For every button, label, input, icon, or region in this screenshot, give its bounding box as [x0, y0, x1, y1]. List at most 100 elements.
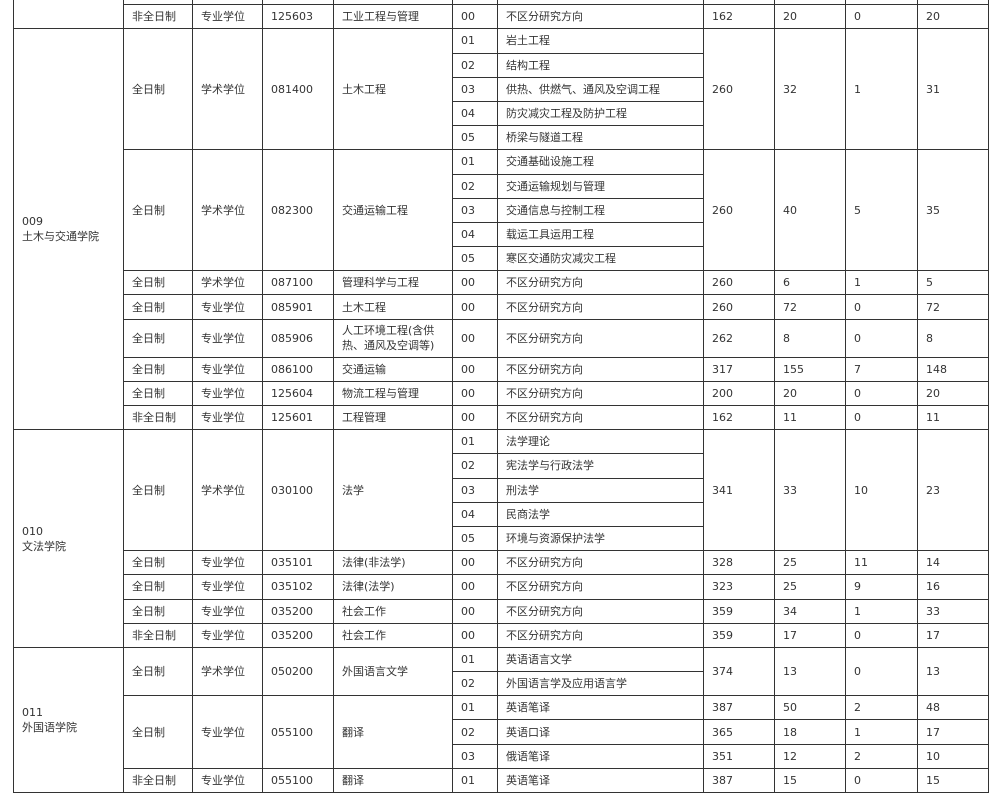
admissions-table: 非全日制 专业学位 125603 工业工程与管理 00 不区分研究方向 162 20 0 20 00…: [13, 0, 989, 794]
score-cell: 162: [703, 404, 775, 431]
major-name: 翻译: [333, 767, 453, 794]
direction-name: 交通运输规划与管理: [497, 173, 704, 199]
direction-name: 寒区交通防灾减灾工程: [497, 246, 704, 272]
exempt-cell: 9: [845, 574, 918, 600]
table-row: 02 宪法学与行政法学: [14, 453, 989, 479]
exempt-cell: 0: [845, 294, 918, 320]
plan-cell: 15: [774, 767, 846, 794]
direction-name: 不区分研究方向: [497, 318, 704, 358]
plan-cell: 40: [774, 149, 846, 272]
direction-code: 03: [452, 76, 498, 102]
exempt-cell: 5: [845, 149, 918, 272]
major-code: 035102: [262, 574, 334, 600]
degree-type: 专业学位: [192, 318, 263, 358]
direction-name: 交通信息与控制工程: [497, 197, 704, 223]
major-name: 土木工程: [333, 294, 453, 320]
exempt-cell: 0: [845, 318, 918, 358]
table-row: 02 结构工程: [14, 52, 989, 78]
table-row: 全日制 专业学位 055100 翻译 01 英语笔译 387 50 2 48: [14, 695, 989, 769]
plan-cell: 50: [774, 695, 846, 721]
major-name: 法学: [333, 429, 453, 552]
direction-name: 外国语言学及应用语言学: [497, 671, 704, 697]
direction-code: 01: [452, 767, 498, 794]
degree-type: 学术学位: [192, 270, 263, 296]
direction-name: 刑法学: [497, 477, 704, 503]
study-mode: 非全日制: [123, 404, 193, 431]
exam-cell: 31: [917, 28, 989, 151]
major-code: 035101: [262, 550, 334, 576]
degree-type: 专业学位: [192, 695, 263, 769]
major-name: 翻译: [333, 695, 453, 769]
exam-cell: 35: [917, 149, 989, 272]
direction-code: 00: [452, 294, 498, 320]
direction-name: 防灾减灾工程及防护工程: [497, 100, 704, 127]
direction-code: 04: [452, 501, 498, 527]
study-mode: 全日制: [123, 598, 193, 624]
score-cell: 374: [703, 646, 775, 697]
exam-cell: 20: [917, 380, 989, 407]
direction-code: 01: [452, 646, 498, 673]
study-mode: 全日制: [123, 550, 193, 576]
exam-cell: 72: [917, 294, 989, 320]
major-code: 050200: [262, 646, 334, 697]
direction-name: 载运工具运用工程: [497, 221, 704, 248]
direction-name: 英语语言文学: [497, 646, 704, 673]
table-row: 全日制 学术学位 082300 交通运输工程 01 交通基础设施工程 260 40 5 35: [14, 149, 989, 272]
college-code: 011: [22, 705, 43, 719]
table-row: 全日制 专业学位 035101 法律(非法学) 00 不区分研究方向 328 25 11 14: [14, 550, 989, 576]
score-cell: 162: [703, 4, 775, 30]
direction-name: 不区分研究方向: [497, 574, 704, 600]
direction-code: 00: [452, 4, 498, 30]
direction-code: 00: [452, 574, 498, 600]
plan-cell: 13: [774, 646, 846, 697]
score-cell: 317: [703, 356, 775, 382]
exempt-cell: 1: [845, 598, 918, 624]
major-name: 外国语言文学: [333, 646, 453, 697]
college-code: 009: [22, 215, 43, 229]
major-name: 管理科学与工程: [333, 270, 453, 296]
direction-name: 英语笔译: [497, 767, 704, 794]
direction-name: 不区分研究方向: [497, 294, 704, 320]
direction-code: 03: [452, 743, 498, 769]
direction-name: 交通基础设施工程: [497, 149, 704, 175]
table-row: 03 供热、供燃气、通风及空调工程: [14, 76, 989, 102]
study-mode: 全日制: [123, 270, 193, 296]
direction-code: 00: [452, 270, 498, 296]
direction-name: 宪法学与行政法学: [497, 453, 704, 479]
exempt-cell: 0: [845, 646, 918, 697]
plan-cell: 6: [774, 270, 846, 296]
exempt-cell: 1: [845, 28, 918, 151]
study-mode: 全日制: [123, 695, 193, 769]
major-name: 社会工作: [333, 622, 453, 648]
table-row: 04 防灾减灾工程及防护工程: [14, 100, 989, 127]
plan-cell: 33: [774, 429, 846, 552]
study-mode: 非全日制: [123, 622, 193, 648]
major-code: 035200: [262, 622, 334, 648]
score-cell: 260: [703, 294, 775, 320]
score-cell: 359: [703, 622, 775, 648]
exempt-cell: 0: [845, 380, 918, 407]
exempt-cell: 0: [845, 622, 918, 648]
table-row: 全日制 专业学位 085906 人工环境工程(含供热、通风及空调等) 00 不区分研究方向…: [14, 318, 989, 358]
college-cell: 011 外国语学院: [13, 646, 124, 794]
study-mode: 全日制: [123, 28, 193, 151]
score-cell: 328: [703, 550, 775, 576]
major-name: 土木工程: [333, 28, 453, 151]
exempt-cell: 10: [845, 429, 918, 552]
major-name: 人工环境工程(含供热、通风及空调等): [333, 318, 453, 358]
college-name: 文法学院: [22, 539, 66, 553]
exam-cell: 10: [917, 743, 989, 769]
exam-cell: 20: [917, 4, 989, 30]
plan-cell: 25: [774, 574, 846, 600]
college-name: 外国语学院: [22, 720, 77, 734]
direction-code: 00: [452, 598, 498, 624]
table-row: 010 文法学院 全日制 学术学位 030100 法学 01 法学理论 341 33 10 23: [13, 429, 989, 648]
exam-cell: 13: [917, 646, 989, 697]
plan-cell: 34: [774, 598, 846, 624]
direction-name: 不区分研究方向: [497, 598, 704, 624]
major-name: 交通运输工程: [333, 149, 453, 272]
table-row: 04 民商法学: [14, 501, 989, 527]
college-cell: [13, 0, 124, 30]
direction-name: 不区分研究方向: [497, 356, 704, 382]
study-mode: 非全日制: [123, 767, 193, 794]
